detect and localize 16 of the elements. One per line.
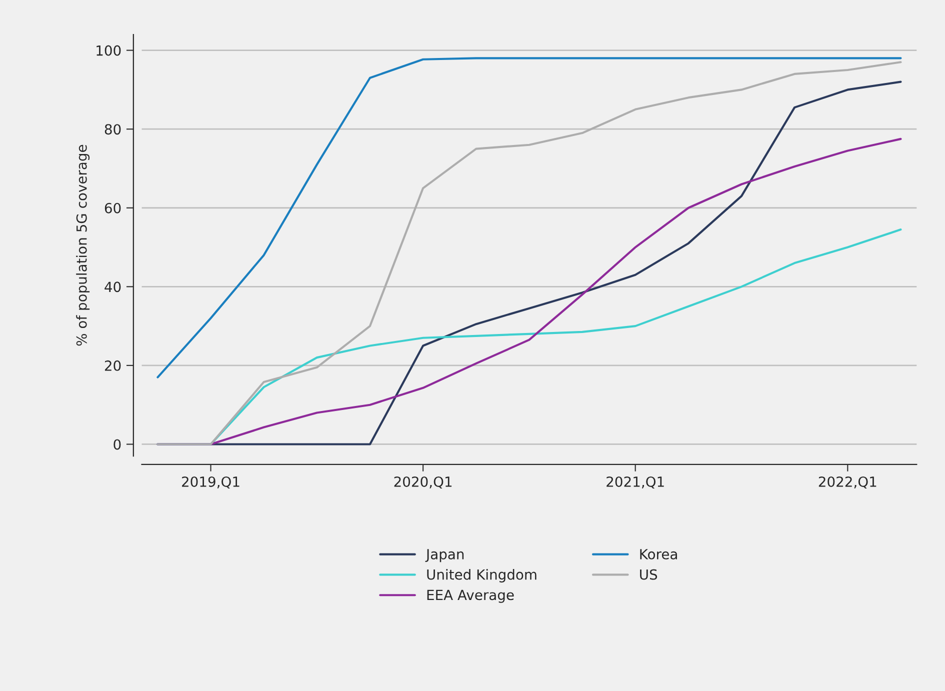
legend-label: US <box>640 569 658 580</box>
x-tick-label: 2020,Q1 <box>394 476 452 489</box>
y-tick-label: 0 <box>114 439 121 450</box>
legend-label: Japan <box>425 549 464 562</box>
y-tick-label: 80 <box>104 124 121 135</box>
x-tick-label: 2019,Q1 <box>182 476 240 489</box>
legend-label: EEA Average <box>427 590 514 603</box>
y-axis-title: % of population 5G coverage <box>76 144 90 346</box>
y-tick-label: 100 <box>96 45 121 56</box>
y-tick-label: 20 <box>104 360 121 371</box>
y-tick-label: 40 <box>104 282 121 292</box>
x-tick-label: 2022,Q1 <box>818 476 876 489</box>
y-tick-label: 60 <box>104 202 121 214</box>
legend-label: Korea <box>640 549 677 560</box>
x-tick-label: 2021,Q1 <box>606 476 664 489</box>
legend-label: United Kingdom <box>427 569 536 582</box>
